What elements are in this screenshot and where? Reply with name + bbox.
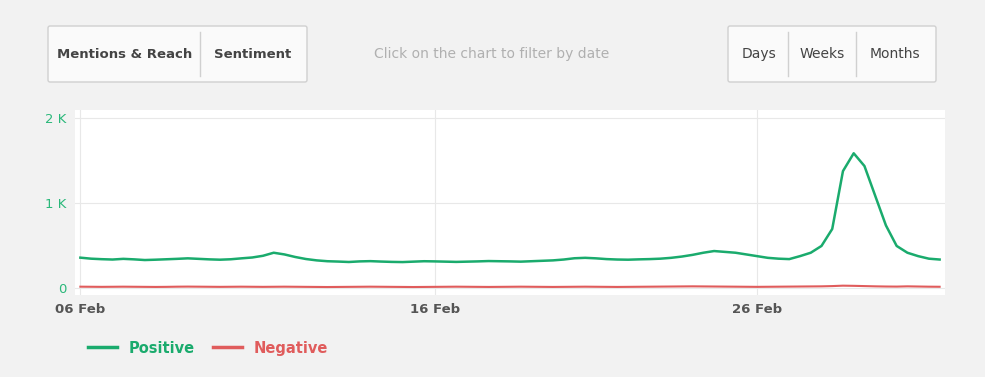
FancyBboxPatch shape (728, 26, 936, 82)
Text: Click on the chart to filter by date: Click on the chart to filter by date (374, 47, 610, 61)
FancyBboxPatch shape (48, 26, 307, 82)
Text: Sentiment: Sentiment (214, 48, 292, 60)
Text: Days: Days (742, 47, 776, 61)
Text: Weeks: Weeks (800, 47, 844, 61)
Text: Months: Months (870, 47, 920, 61)
Text: Mentions & Reach: Mentions & Reach (57, 48, 193, 60)
Legend: Positive, Negative: Positive, Negative (83, 335, 334, 362)
